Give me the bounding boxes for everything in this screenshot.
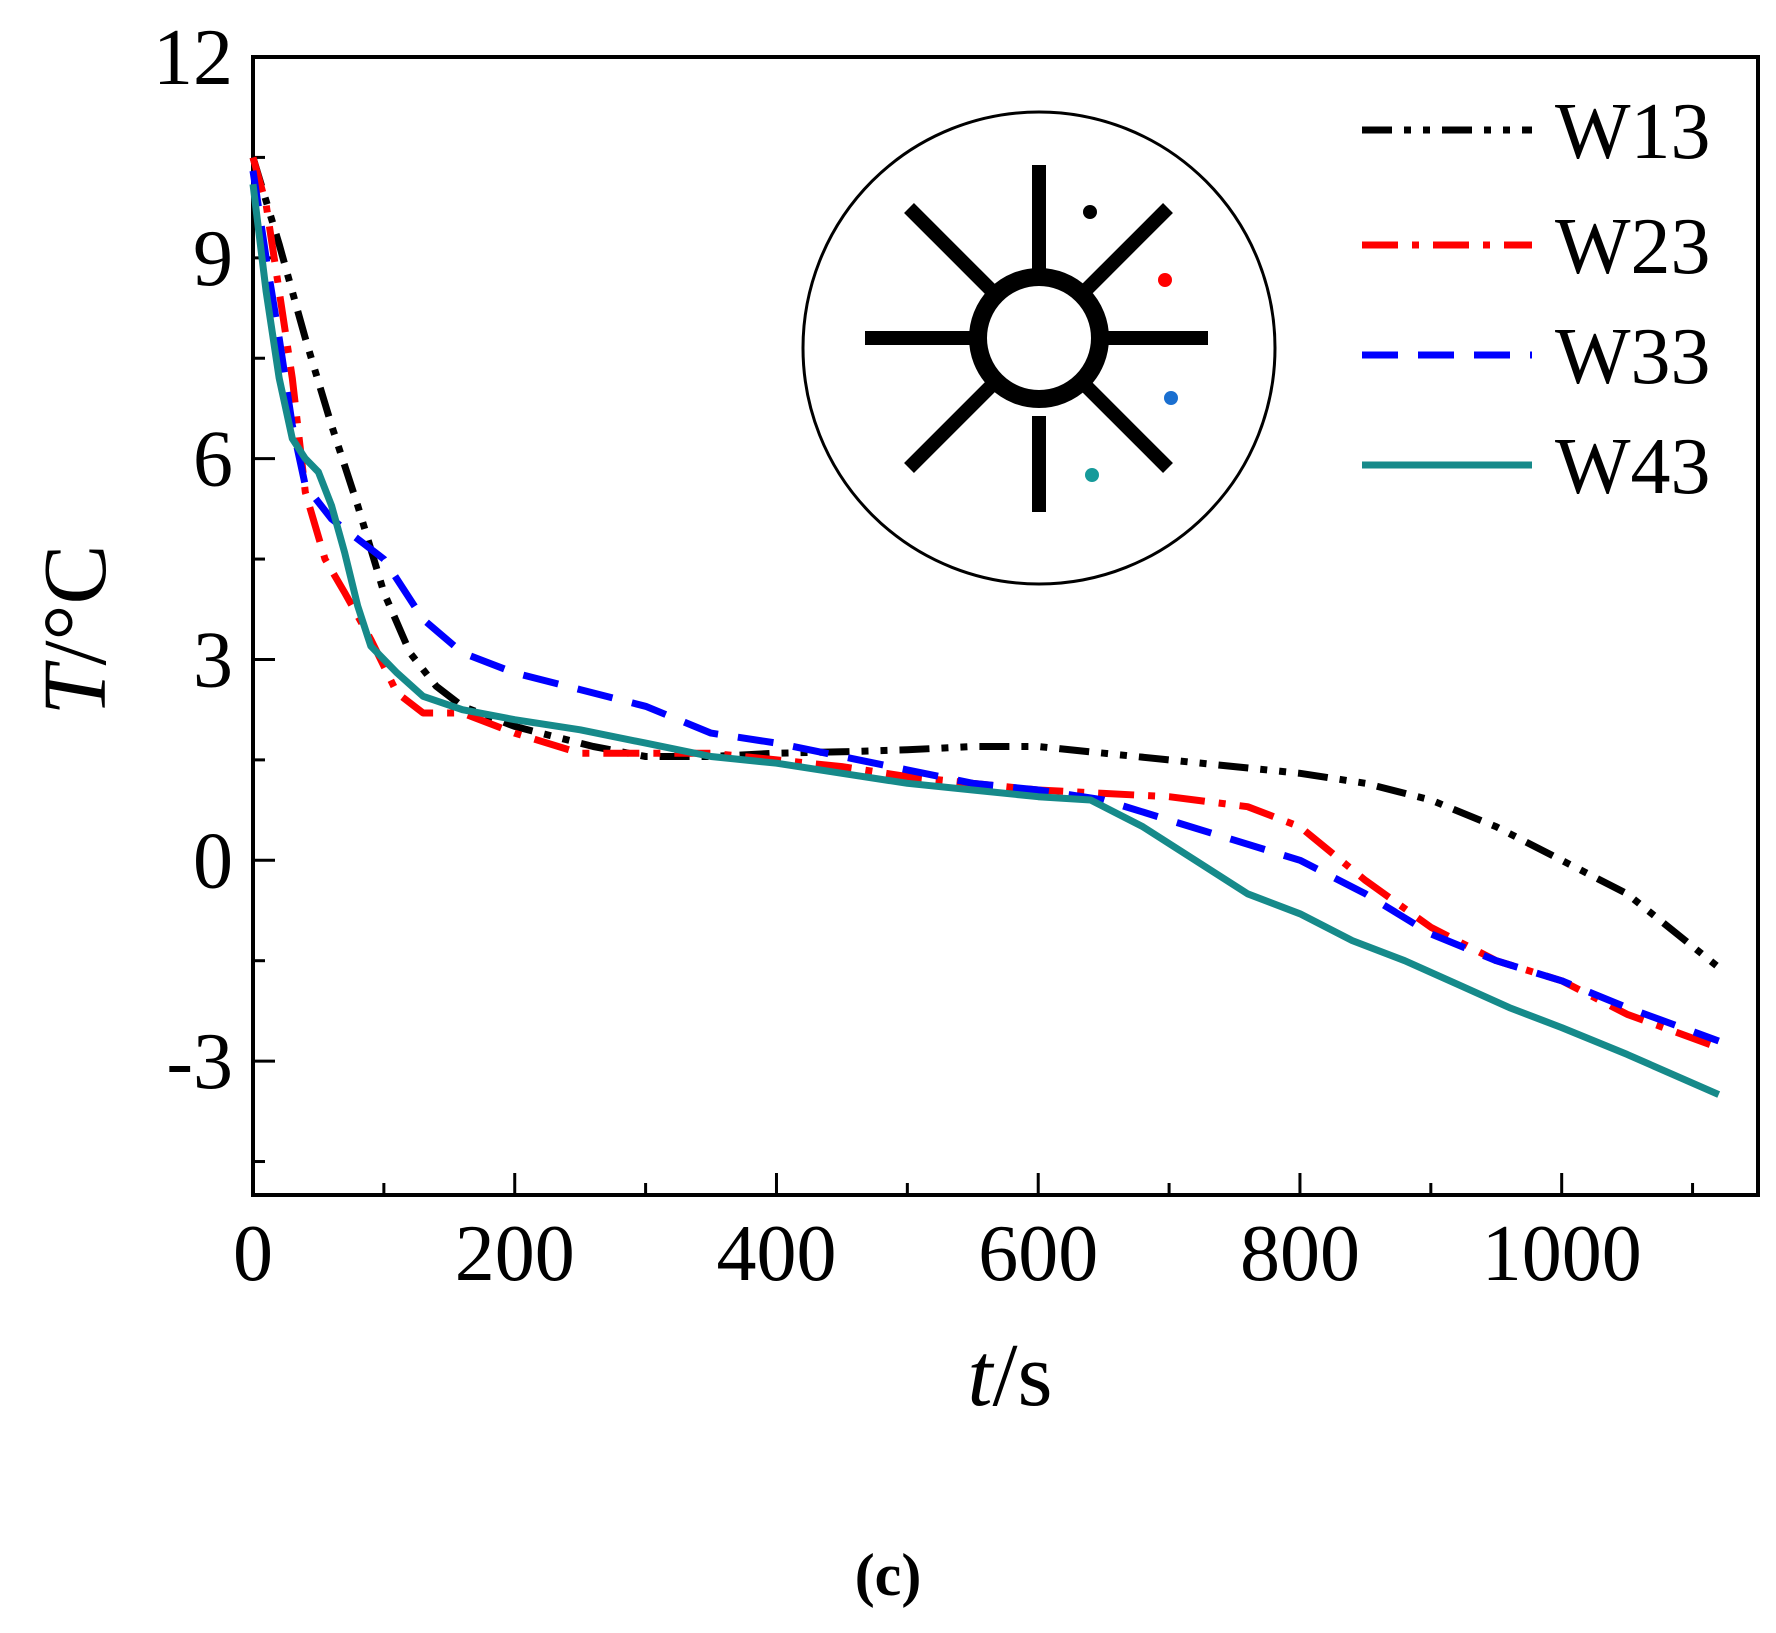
- axis-ticks: [251, 55, 1695, 1195]
- series-line-w23: [249, 156, 1720, 1051]
- x-axis-title: t/s: [967, 1326, 1052, 1425]
- inset-diagram: [801, 110, 1277, 586]
- legend-label-w13: W13: [1555, 88, 1711, 176]
- series-lines: [249, 156, 1721, 1098]
- y-axis-title-symbol: T: [26, 660, 125, 716]
- legend-label-w33: W33: [1555, 313, 1711, 401]
- spoke-northwest: [904, 203, 995, 294]
- x-axis-title-unit: /s: [992, 1326, 1052, 1425]
- legend-label-w43: W43: [1555, 423, 1711, 511]
- caption-text: (c): [855, 1542, 922, 1608]
- legend: W13 W23 W33 W43: [1362, 88, 1711, 511]
- series-line-w43: [249, 183, 1721, 1098]
- y-tick-label: 9: [193, 215, 233, 303]
- y-tick-label: -3: [166, 1018, 233, 1106]
- y-axis-title-unit: /°C: [26, 544, 125, 665]
- series-line-w33: [249, 170, 1720, 1045]
- y-tick-label: 0: [193, 817, 233, 905]
- x-tick-label: 200: [455, 1210, 575, 1298]
- inset-outer-circle: [801, 110, 1277, 586]
- x-tick-label: 600: [978, 1210, 1098, 1298]
- inset-marker-w43: [1085, 468, 1099, 482]
- inset-marker-w33: [1164, 391, 1178, 405]
- inset-marker-w13: [1083, 205, 1097, 219]
- y-tick-label: 3: [193, 616, 233, 704]
- y-axis-title: T/°C: [26, 544, 125, 715]
- x-tick-label: 0: [233, 1210, 273, 1298]
- legend-label-w23: W23: [1555, 203, 1711, 291]
- inset-spokes: [865, 165, 1208, 512]
- x-tick-label: 400: [716, 1210, 836, 1298]
- x-tick-label: 1000: [1482, 1210, 1642, 1298]
- y-tick-label: 6: [193, 416, 233, 504]
- spoke-southeast: [1082, 382, 1173, 473]
- x-tick-label: 800: [1240, 1210, 1360, 1298]
- y-tick-labels: 12 9 6 3 0 -3: [153, 14, 233, 1106]
- plot-border: [251, 55, 1760, 1197]
- inset-hub-ring: [969, 268, 1109, 408]
- spoke-southwest: [904, 382, 995, 473]
- inset-marker-w23: [1158, 273, 1172, 287]
- spoke-northeast: [1082, 203, 1173, 294]
- y-tick-label: 12: [153, 14, 233, 102]
- plot-frame: [251, 55, 1760, 1197]
- series-line-w13: [249, 156, 1721, 971]
- x-axis-title-symbol: t: [967, 1326, 994, 1425]
- figure-caption: (c): [855, 1542, 922, 1608]
- x-tick-labels: 0 200 400 600 800 1000: [233, 1210, 1642, 1298]
